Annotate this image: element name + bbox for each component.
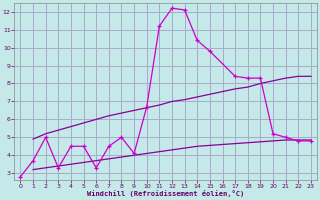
X-axis label: Windchill (Refroidissement éolien,°C): Windchill (Refroidissement éolien,°C) <box>87 190 244 197</box>
